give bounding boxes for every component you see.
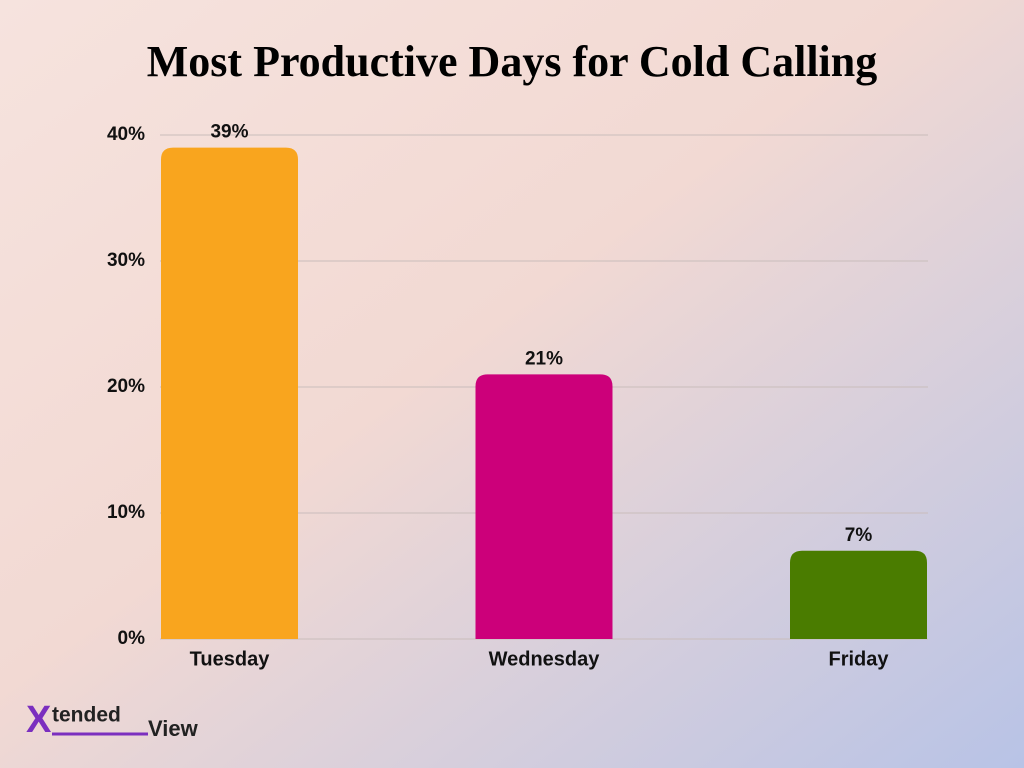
bar <box>161 147 298 639</box>
y-tick-label: 30% <box>107 250 145 271</box>
y-tick-label: 10% <box>107 502 145 523</box>
brand-logo: X tended View <box>26 699 199 741</box>
x-tick-label: Wednesday <box>489 648 601 670</box>
value-label: 39% <box>210 122 248 143</box>
y-tick-label: 40% <box>107 124 145 145</box>
logo-mark: X <box>26 699 52 741</box>
bar <box>790 550 927 639</box>
value-label: 7% <box>845 525 873 546</box>
y-tick-label: 0% <box>118 628 146 649</box>
x-tick-label: Friday <box>828 648 889 670</box>
logo-text: View <box>148 716 199 741</box>
x-tick-label: Tuesday <box>190 648 271 670</box>
bar <box>475 374 613 639</box>
value-label: 21% <box>525 348 563 369</box>
y-tick-label: 20% <box>107 376 145 397</box>
chart-title: Most Productive Days for Cold Calling <box>147 37 877 86</box>
logo-text: tended <box>52 704 121 727</box>
